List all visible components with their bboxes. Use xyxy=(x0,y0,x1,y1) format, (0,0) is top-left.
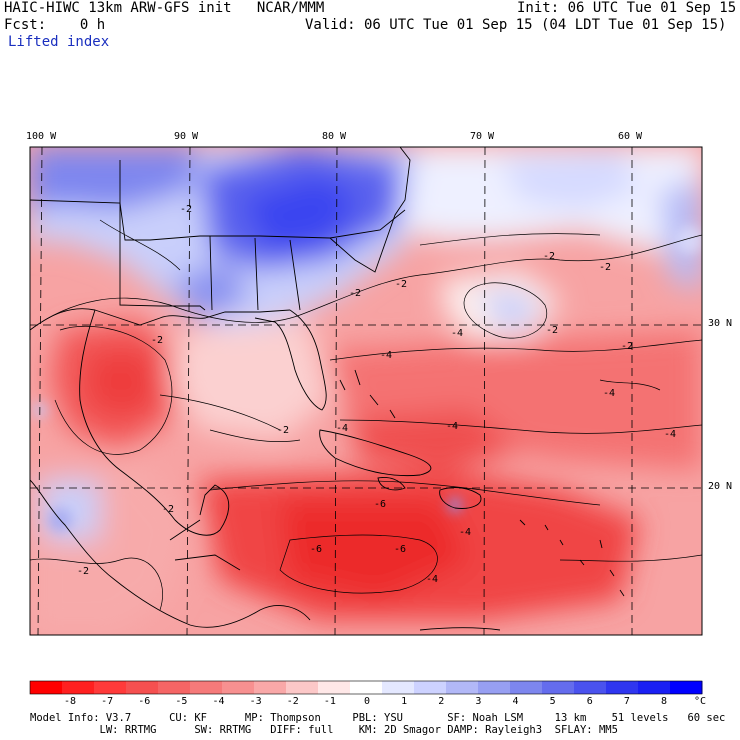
contour-label: -4 xyxy=(336,423,348,434)
lon-label-70w: 70 W xyxy=(470,131,495,142)
contour-label: -4 xyxy=(380,350,392,361)
colorbar-tick-label: -3 xyxy=(250,696,262,707)
colorbar-tick-label: -8 xyxy=(64,696,76,707)
colorbar-tick-label: 1 xyxy=(401,696,407,707)
lat-label-30n: 30 N xyxy=(708,318,733,329)
contour-label: -4 xyxy=(603,388,615,399)
colorbar-tick-label: 2 xyxy=(438,696,444,707)
colorbar-swatch xyxy=(606,681,639,694)
colorbar-tick-label: 3 xyxy=(475,696,481,707)
contour-label: -2 xyxy=(162,504,174,515)
lon-label-60w: 60 W xyxy=(618,131,643,142)
colorbar-swatch xyxy=(446,681,479,694)
contour-label: -2 xyxy=(180,204,192,215)
colorbar-tick-label: -2 xyxy=(287,696,299,707)
contour-label: -4 xyxy=(426,574,438,585)
colorbar-swatch xyxy=(574,681,607,694)
colorbar-swatch xyxy=(542,681,575,694)
colorbar-swatch xyxy=(638,681,671,694)
coastlines xyxy=(30,147,625,631)
lon-label-100w: 100 W xyxy=(26,131,57,142)
colorbar-tick-label: 7 xyxy=(624,696,630,707)
colorbar-swatch xyxy=(222,681,255,694)
map-frame xyxy=(29,146,703,636)
colorbar-tick-label: -7 xyxy=(101,696,113,707)
colorbar-swatch xyxy=(286,681,319,694)
lon-label-90w: 90 W xyxy=(174,131,199,142)
colorbar-swatch xyxy=(254,681,287,694)
valid-time: Valid: 06 UTC Tue 01 Sep 15 (04 LDT Tue … xyxy=(305,17,727,33)
contour-label: -4 xyxy=(459,527,471,538)
colorbar-tick-label: -5 xyxy=(175,696,187,707)
contour-label: -2 xyxy=(277,425,289,436)
contour-label: -4 xyxy=(451,328,463,339)
latlon-grid xyxy=(30,146,702,636)
contour-label: -2 xyxy=(151,335,163,346)
colorbar-tick-label: 6 xyxy=(587,696,593,707)
colorbar-swatch xyxy=(670,681,703,694)
contour-label: -2 xyxy=(546,325,558,336)
lat-label-20n: 20 N xyxy=(708,481,733,492)
contour-label: -6 xyxy=(374,499,386,510)
colorbar-unit: °C xyxy=(694,696,706,707)
model-info-line2: LW: RRTMG SW: RRTMG DIFF: full KM: 2D Sm… xyxy=(30,724,618,736)
colorbar-swatch xyxy=(382,681,415,694)
colorbar-swatch xyxy=(350,681,383,694)
contour-label: -2 xyxy=(349,288,361,299)
contour-label: -2 xyxy=(621,341,633,352)
colorbar-swatch xyxy=(190,681,223,694)
forecast-hour: Fcst: 0 h xyxy=(4,17,106,33)
contour-label: -6 xyxy=(310,544,322,555)
colorbar-swatch xyxy=(478,681,511,694)
field-name: Lifted index xyxy=(8,34,110,50)
colorbar-frame xyxy=(29,680,703,695)
colorbar-tick-label: 0 xyxy=(364,696,370,707)
colorbar-tick-label: 5 xyxy=(550,696,556,707)
contour-label: -4 xyxy=(446,421,458,432)
colorbar-tick-label: -6 xyxy=(138,696,150,707)
colorbar-swatch xyxy=(30,681,63,694)
colorbar-swatch xyxy=(414,681,447,694)
colorbar-swatch xyxy=(510,681,543,694)
contour-label: -4 xyxy=(664,429,676,440)
colorbar-swatch xyxy=(318,681,351,694)
init-time: Init: 06 UTC Tue 01 Sep 15 xyxy=(517,0,737,16)
colorbar-swatch xyxy=(94,681,127,694)
colorbar-ticks: -8 -7 -6 -5 -4 -3 -2 -1 0 1 2 3 4 5 6 7 8 xyxy=(64,696,667,707)
contour-label-layer: -2 -2 -2 -2 -2 -2 -2 -2 -2 -2 -2 -4 -4 -4 -4 -4 -4 -4 -4 -6… xyxy=(77,204,676,585)
contour-label: -2 xyxy=(77,566,89,577)
contour-label: -2 xyxy=(395,279,407,290)
model-title: HAIC-HIWC 13km ARW-GFS init NCAR/MMM xyxy=(4,0,325,16)
colorbar-tick-label: -1 xyxy=(324,696,336,707)
colorbar-swatches xyxy=(29,680,703,695)
colorbar-tick-label: 8 xyxy=(661,696,667,707)
contour-label: -2 xyxy=(599,262,611,273)
contour-label: -6 xyxy=(394,544,406,555)
colorbar-tick-label: 4 xyxy=(512,696,518,707)
model-info-line1: Model Info: V3.7 CU: KF MP: Thompson PBL… xyxy=(30,712,726,724)
colorbar-swatch xyxy=(62,681,95,694)
field-shading xyxy=(30,147,702,635)
colorbar-tick-label: -4 xyxy=(212,696,224,707)
lon-label-80w: 80 W xyxy=(322,131,347,142)
contour-label: -2 xyxy=(543,251,555,262)
colorbar-swatch xyxy=(158,681,191,694)
colorbar-swatch xyxy=(126,681,159,694)
